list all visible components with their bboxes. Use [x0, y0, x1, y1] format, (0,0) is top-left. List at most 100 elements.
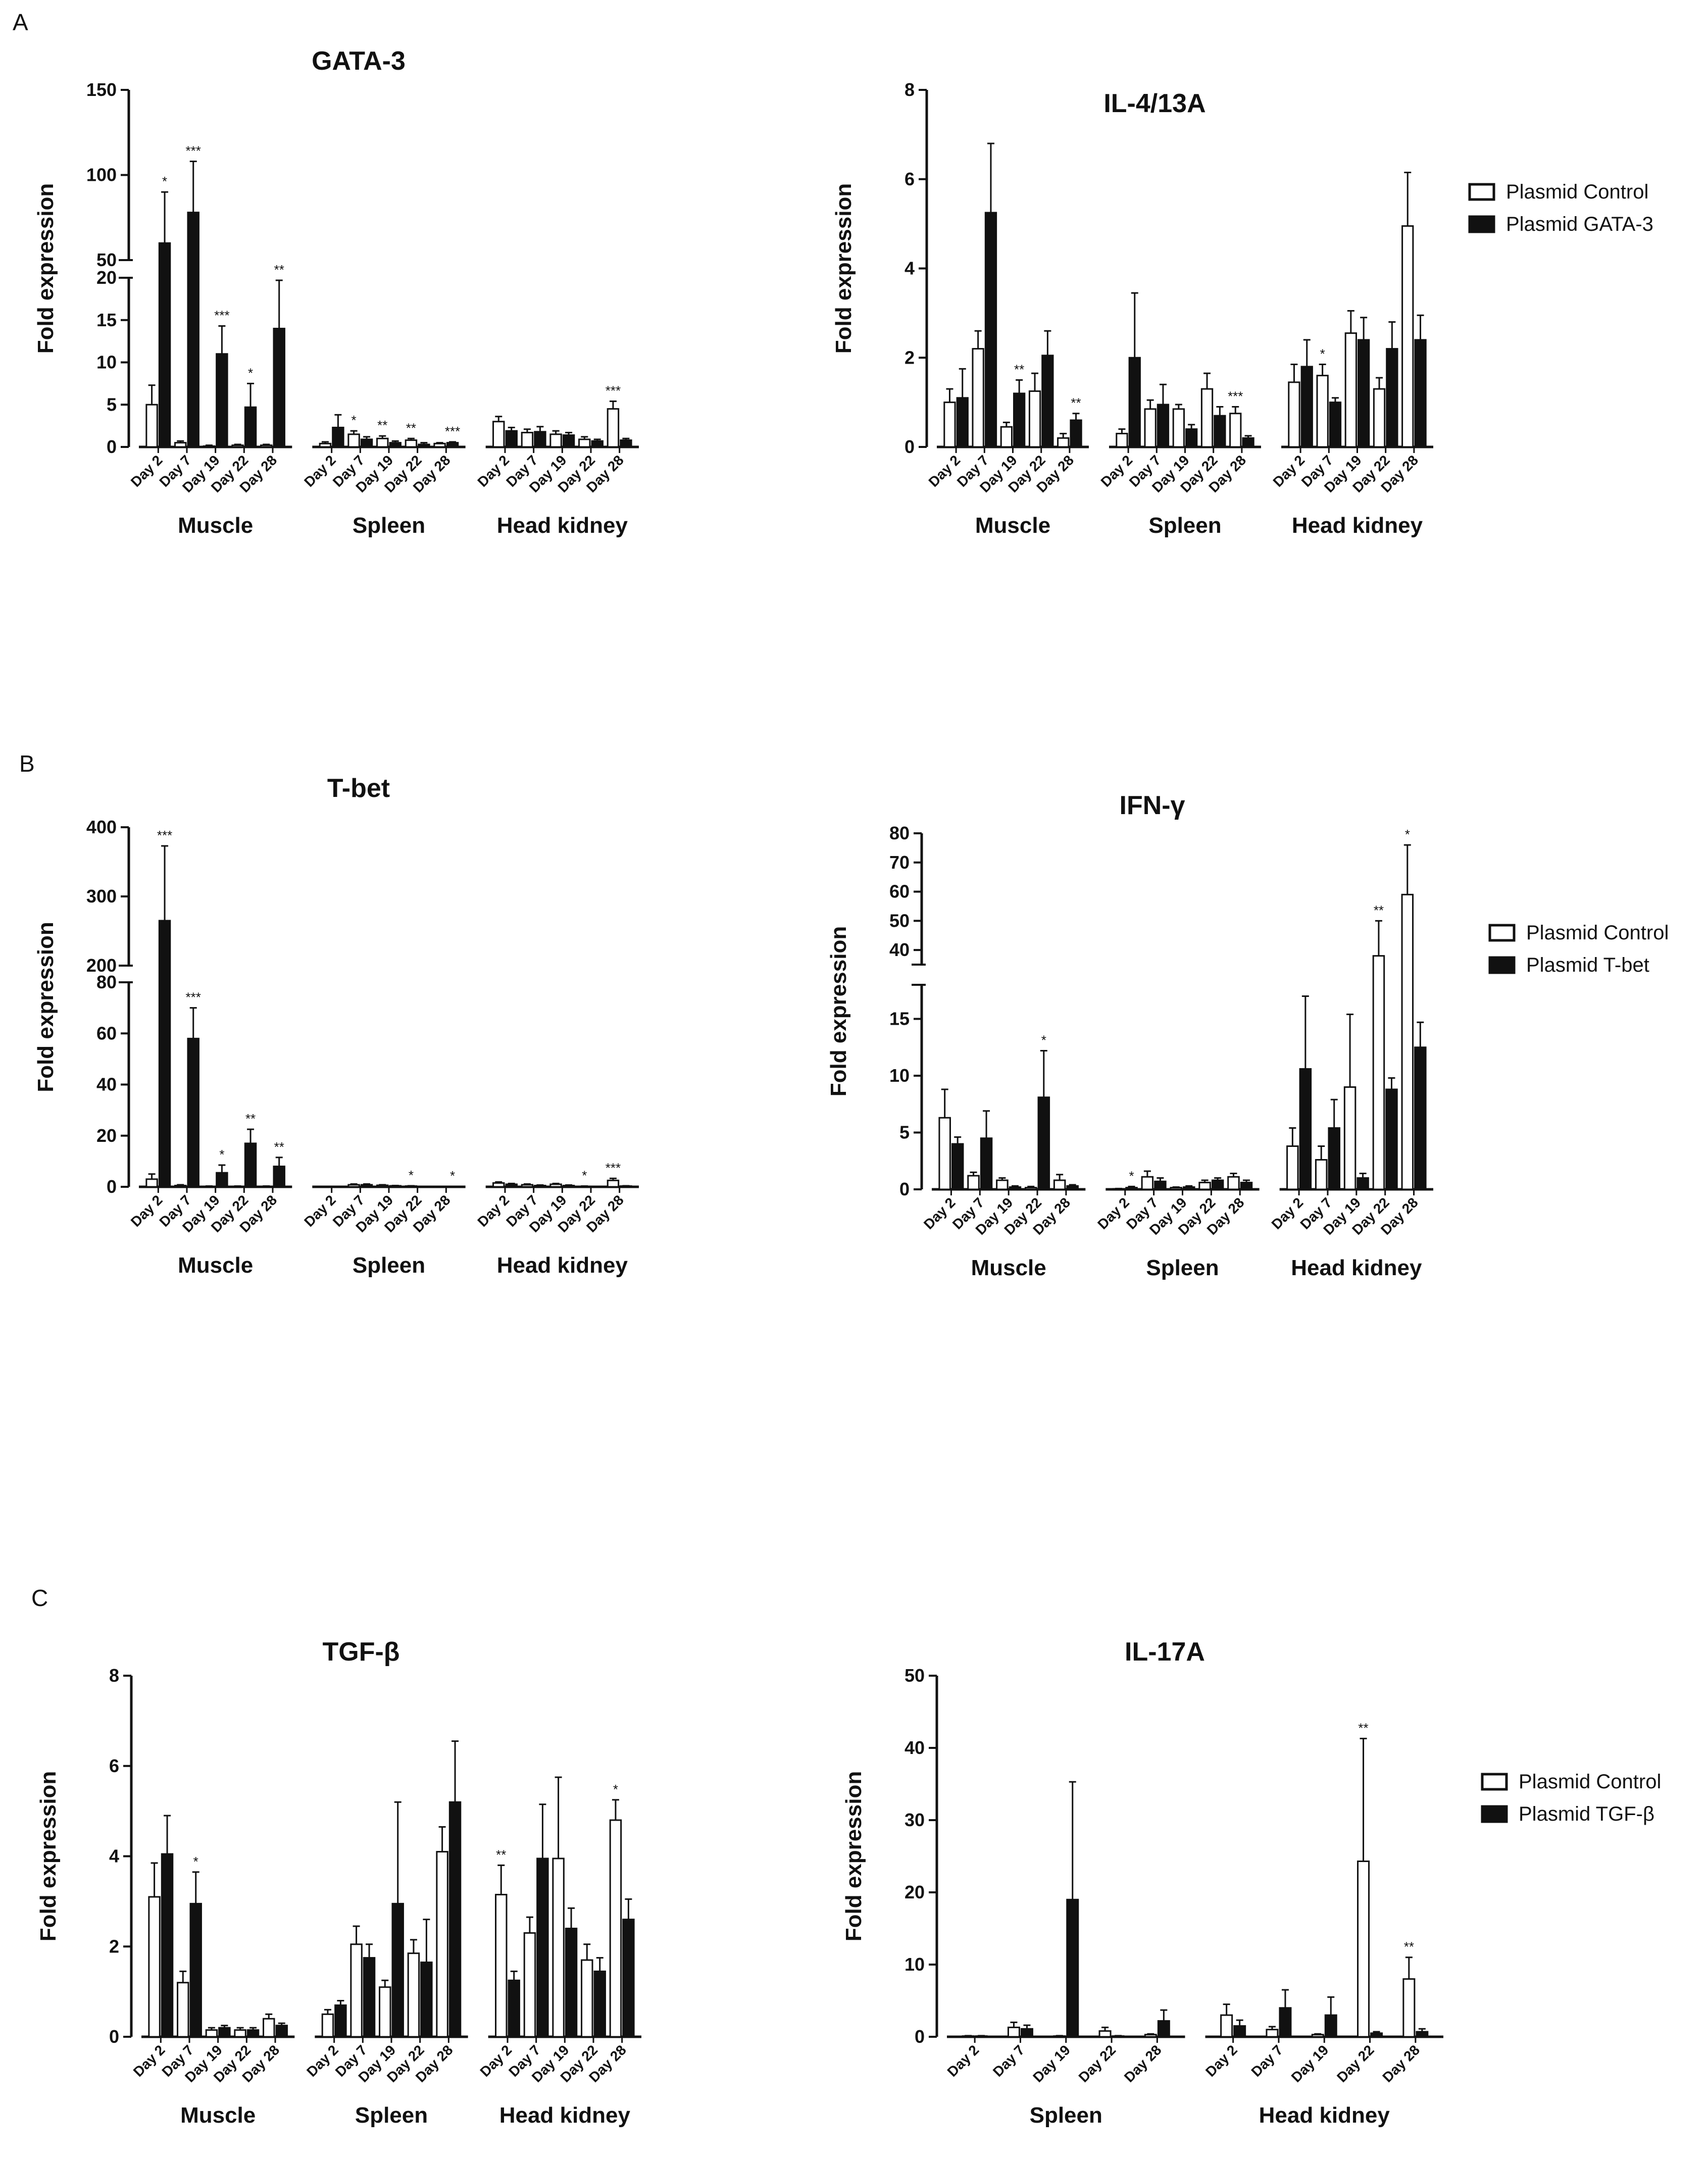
bar-control	[1144, 408, 1157, 448]
bar-treatment	[275, 2025, 288, 2038]
bar-treatment	[1066, 1185, 1079, 1190]
significance-marker: ***	[606, 383, 621, 398]
y-tick-label: 15	[96, 310, 117, 330]
bar-treatment	[360, 438, 373, 448]
x-tick-label: Day 19	[1288, 2042, 1332, 2085]
x-tick-label: Day 2	[477, 2042, 515, 2080]
bar-control	[260, 444, 273, 448]
x-tick-label: Day 28	[1121, 2042, 1165, 2085]
bar-control	[1288, 381, 1300, 448]
legend-label-treatment: Plasmid TGF-β	[1519, 1803, 1654, 1825]
x-tick-label: Day 7	[1248, 2042, 1286, 2080]
y-tick-label: 4	[109, 1846, 119, 1867]
y-tick-label: 40	[889, 939, 910, 960]
bar-treatment	[161, 1853, 174, 2038]
bar-control	[581, 1959, 593, 2038]
legend-swatch-treatment	[1468, 215, 1495, 233]
bar-control	[1220, 2014, 1233, 2038]
bar-treatment	[562, 434, 575, 448]
significance-marker: ***	[214, 308, 229, 323]
significance-marker: **	[1358, 1720, 1368, 1735]
significance-marker: ***	[445, 424, 460, 439]
y-tick-label: 10	[905, 1954, 925, 1975]
bar-control	[263, 2018, 275, 2038]
x-tick-label: Day 2	[301, 452, 339, 490]
bar-control	[407, 1952, 420, 2038]
bar-control	[549, 1183, 562, 1188]
x-tick-label: Day 2	[301, 1192, 339, 1230]
bar-control	[174, 1184, 187, 1188]
x-tick-label: Day 2	[1270, 452, 1308, 490]
bar-treatment	[591, 440, 604, 448]
significance-marker: *	[450, 1168, 455, 1183]
y-tick-label: 0	[109, 2026, 119, 2047]
bar-control	[1372, 955, 1385, 1190]
y-tick-label: 70	[889, 852, 910, 873]
bar-treatment	[1070, 419, 1082, 448]
bar-control	[1025, 1187, 1037, 1190]
bar-treatment	[332, 426, 344, 448]
legend-label-treatment: Plasmid GATA-3	[1506, 213, 1653, 235]
chart-title: T-bet	[327, 774, 390, 803]
y-tick-label: 0	[899, 1179, 910, 1199]
bar-control	[521, 432, 534, 448]
bar-control	[1170, 1187, 1183, 1190]
y-tick-label: 50	[96, 249, 117, 270]
bar-control	[1315, 1159, 1328, 1190]
y-tick-label: 6	[109, 1755, 119, 1776]
bar-treatment	[1416, 2031, 1429, 2038]
bar-treatment	[980, 1137, 993, 1190]
y-tick-label: 8	[109, 1665, 119, 1686]
bar-treatment	[389, 442, 401, 448]
bar-treatment	[334, 2004, 347, 2038]
bar-control	[521, 1184, 534, 1188]
bar-control	[145, 1178, 158, 1188]
y-tick-label: 60	[889, 881, 910, 902]
significance-marker: **	[274, 1139, 284, 1154]
bar-treatment	[420, 1962, 433, 2038]
y-tick-label: 300	[86, 886, 117, 907]
bar-control	[1227, 1176, 1240, 1190]
bar-treatment	[1242, 437, 1254, 448]
significance-marker: **	[1014, 362, 1024, 377]
chart-title: IFN-γ	[1120, 791, 1185, 820]
bar-control	[1057, 437, 1070, 448]
significance-marker: *	[219, 1147, 224, 1162]
bar-control	[967, 1175, 980, 1190]
legend-label-control: Plasmid Control	[1519, 1771, 1661, 1793]
bar-control	[319, 442, 332, 448]
x-tick-label: Day 2	[474, 452, 512, 490]
bar-control	[996, 1179, 1009, 1190]
y-tick-label: 20	[96, 267, 117, 288]
bar-treatment	[1233, 2025, 1246, 2038]
bar-control	[495, 1893, 508, 2038]
y-axis-label: Fold expression	[33, 922, 58, 1092]
bar-control	[177, 1982, 189, 2038]
x-tick-label: Day 2	[304, 2042, 341, 2080]
bar-control	[1229, 413, 1242, 448]
bar-treatment	[593, 1970, 606, 2038]
bar-treatment	[158, 920, 171, 1188]
bar-control	[943, 401, 956, 448]
bar-control	[1172, 408, 1185, 448]
bar-treatment	[187, 1037, 199, 1188]
group-label: Muscle	[178, 513, 253, 538]
bar-treatment	[534, 431, 546, 448]
bar-control	[433, 442, 446, 448]
x-tick-label: Day 2	[944, 2042, 982, 2080]
significance-marker: *	[162, 174, 167, 189]
bar-control	[1311, 2034, 1324, 2038]
group-label: Head kidney	[499, 2103, 631, 2128]
group-label: Spleen	[1146, 1256, 1219, 1280]
group-label: Muscle	[975, 513, 1050, 538]
legend-label-control: Plasmid Control	[1506, 181, 1648, 203]
group-label: Head kidney	[1259, 2103, 1390, 2128]
bar-control	[379, 1986, 391, 2038]
bar-treatment	[1157, 404, 1170, 448]
legend-swatch-control	[1468, 183, 1495, 201]
bar-control	[492, 1182, 505, 1188]
bar-control	[523, 1932, 536, 2038]
significance-marker: *	[1320, 346, 1325, 362]
bar-treatment	[187, 212, 199, 448]
